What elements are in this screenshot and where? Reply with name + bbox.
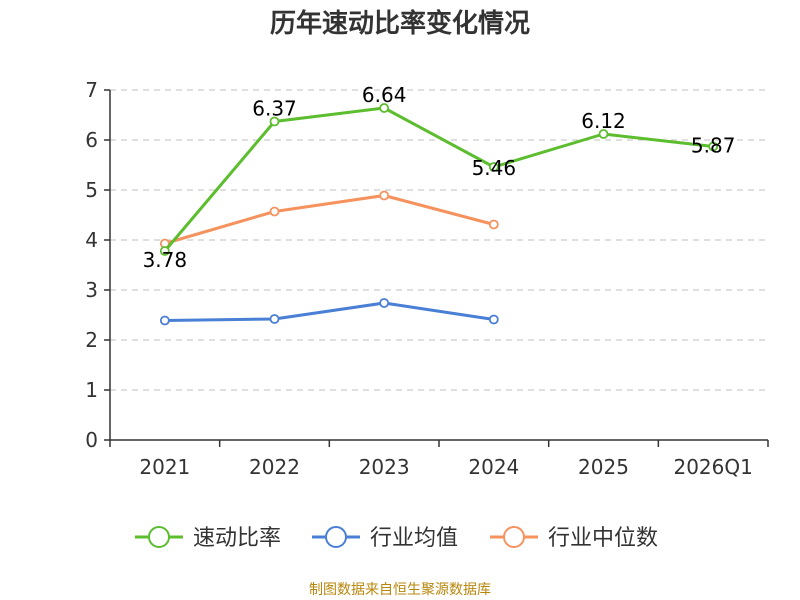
y-tick-label: 7 (85, 78, 98, 102)
x-tick-label: 2025 (578, 455, 629, 479)
legend-swatch-marker (503, 526, 525, 548)
data-point[interactable] (488, 219, 499, 230)
y-tick-label: 5 (85, 178, 98, 202)
y-tick-label: 2 (85, 328, 98, 352)
data-point[interactable] (598, 129, 609, 139)
x-tick-label: 2021 (139, 455, 190, 479)
series-layer (159, 103, 719, 326)
data-point[interactable] (488, 162, 499, 172)
data-point[interactable] (379, 298, 390, 308)
source-note: 制图数据来自恒生聚源数据库 (309, 582, 491, 598)
y-tick-label: 4 (85, 228, 98, 252)
data-label: 6.37 (252, 97, 297, 121)
legend-swatch-marker (325, 526, 347, 548)
grid (110, 89, 768, 391)
legend-label[interactable]: 行业中位数 (548, 526, 658, 551)
data-point[interactable] (379, 103, 390, 113)
y-tick-label: 6 (85, 128, 98, 152)
x-tick-label: 2024 (468, 455, 519, 479)
series-line (164, 194, 495, 245)
data-labels: 3.78 6.37 6.64 5.46 6.12 5.87 (143, 83, 736, 272)
data-label: 6.12 (581, 109, 626, 133)
data-point[interactable] (269, 314, 280, 324)
data-point[interactable] (159, 315, 170, 326)
y-tick-label: 0 (85, 428, 98, 452)
legend: 速动比率 行业均值 行业中位数 (135, 526, 658, 551)
y-tick-label: 3 (85, 278, 98, 302)
data-label: 6.64 (362, 83, 407, 107)
data-point[interactable] (269, 206, 280, 217)
data-label: 3.78 (143, 248, 188, 272)
data-label: 5.87 (691, 134, 736, 158)
data-point[interactable] (488, 314, 499, 325)
x-tick-label: 2022 (249, 455, 300, 479)
data-point[interactable] (159, 246, 170, 256)
chart-title: 历年速动比率变化情况 (270, 8, 530, 39)
series-line (163, 106, 714, 252)
y-tick-label: 1 (85, 378, 98, 402)
axes: 0 1 2 3 4 5 6 7 2021 2022 2023 2024 2025 2026Q1 (85, 78, 769, 479)
data-point[interactable] (379, 190, 390, 201)
series-line (164, 301, 495, 322)
data-point[interactable] (269, 116, 280, 127)
data-label: 5.46 (472, 156, 517, 180)
legend-label[interactable]: 行业均值 (370, 526, 458, 551)
x-tick-label: 2026Q1 (673, 455, 752, 479)
legend-swatch-marker (148, 526, 170, 548)
legend-label[interactable]: 速动比率 (193, 526, 281, 551)
data-point[interactable] (708, 141, 719, 152)
x-tick-label: 2023 (359, 455, 410, 479)
